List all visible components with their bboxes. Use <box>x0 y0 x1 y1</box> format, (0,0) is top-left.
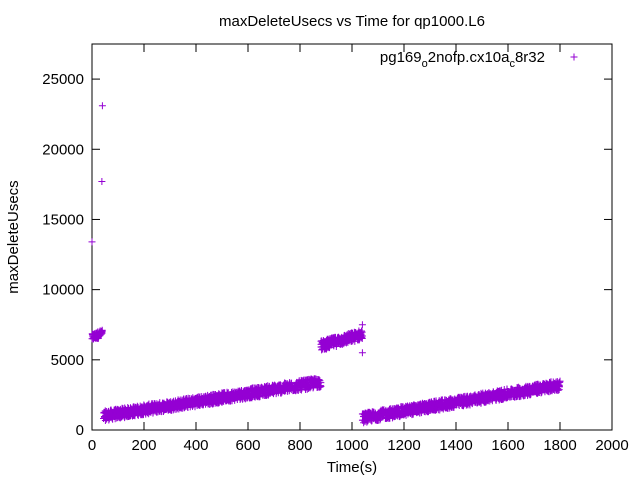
legend-label: pg169o2nofp.cx10ac8r32 <box>380 49 545 70</box>
outlier-point <box>88 238 96 246</box>
legend-plus-marker <box>570 53 578 61</box>
legend-text-part: 8r32 <box>515 49 545 66</box>
y-tick-label: 20000 <box>42 141 84 158</box>
outlier-point <box>98 178 106 186</box>
data-point <box>537 389 545 397</box>
data-point <box>98 326 106 334</box>
x-tick-label: 600 <box>235 437 260 454</box>
x-axis-label: Time(s) <box>327 459 377 476</box>
legend-subscript: o <box>422 58 428 70</box>
y-axis-label: maxDeleteUsecs <box>5 180 22 293</box>
data-points <box>88 102 564 427</box>
legend-marker <box>570 53 578 61</box>
plot-frame <box>91 43 613 431</box>
x-tick-label: 1800 <box>543 437 576 454</box>
outlier-point <box>98 102 106 110</box>
chart-title: maxDeleteUsecs vs Time for qp1000.L6 <box>219 13 485 30</box>
data-point <box>357 327 365 335</box>
x-tick-label: 1400 <box>439 437 472 454</box>
data-point <box>357 333 365 341</box>
data-point <box>315 376 323 384</box>
y-tick-label: 5000 <box>51 352 84 369</box>
x-tick-label: 200 <box>131 437 156 454</box>
y-tick-label: 15000 <box>42 211 84 228</box>
x-tick-label: 1200 <box>387 437 420 454</box>
x-tick-label: 1000 <box>335 437 368 454</box>
outlier-point <box>358 321 366 329</box>
outlier-point <box>358 349 366 357</box>
axis-ticks: 0 200 400 600 800 1000 1200 1400 1600 1800 2000050… <box>42 44 629 454</box>
data-point <box>317 382 325 390</box>
data-point <box>358 328 366 336</box>
x-tick-label: 400 <box>183 437 208 454</box>
x-tick-label: 800 <box>287 437 312 454</box>
x-tick-label: 1600 <box>491 437 524 454</box>
legend-text-part: pg169 <box>380 49 422 66</box>
data-point <box>554 386 562 394</box>
data-point <box>556 378 564 386</box>
y-tick-label: 10000 <box>42 282 84 299</box>
y-tick-label: 0 <box>76 422 84 439</box>
x-tick-label: 0 <box>88 437 96 454</box>
legend-subscript: c <box>509 58 515 70</box>
y-tick-label: 25000 <box>42 71 84 88</box>
x-tick-label: 2000 <box>595 437 628 454</box>
legend-text-part: 2nofp.cx10a <box>428 49 510 66</box>
